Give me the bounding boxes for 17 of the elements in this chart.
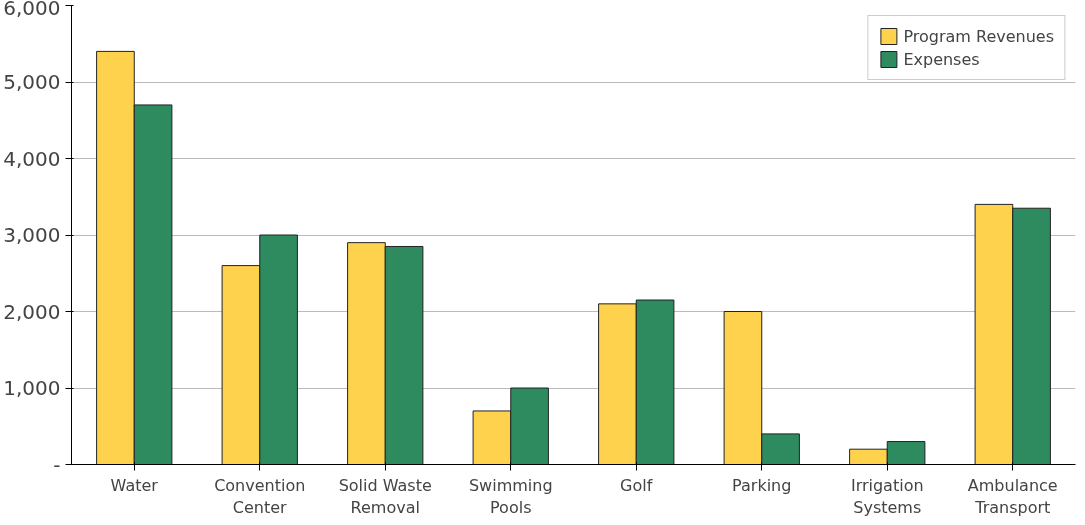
x-tick-label: Convention Center	[214, 475, 306, 518]
legend-label: Expenses	[903, 49, 980, 69]
x-tick-label: Golf	[620, 475, 653, 495]
legend-label: Program Revenues	[903, 26, 1054, 46]
y-tick-label: 3,000	[3, 223, 61, 247]
x-tick-label: Swimming Pools	[468, 475, 553, 518]
y-tick-label: -	[53, 452, 61, 477]
x-tick-label: Water	[110, 475, 159, 495]
y-tick-label: 2,000	[3, 299, 61, 324]
y-tick-label: 1,000	[3, 376, 61, 400]
x-tick-label: Parking	[732, 475, 792, 495]
x-tick-label: Ambulance Transport	[967, 475, 1058, 518]
x-tick-label: Irrigation Systems	[850, 475, 924, 518]
y-tick-label: 4,000	[3, 146, 61, 171]
x-tick-label: Solid Waste Removal	[338, 475, 432, 518]
y-tick-label: 6,000	[3, 0, 61, 20]
y-tick-label: 5,000	[3, 70, 61, 94]
